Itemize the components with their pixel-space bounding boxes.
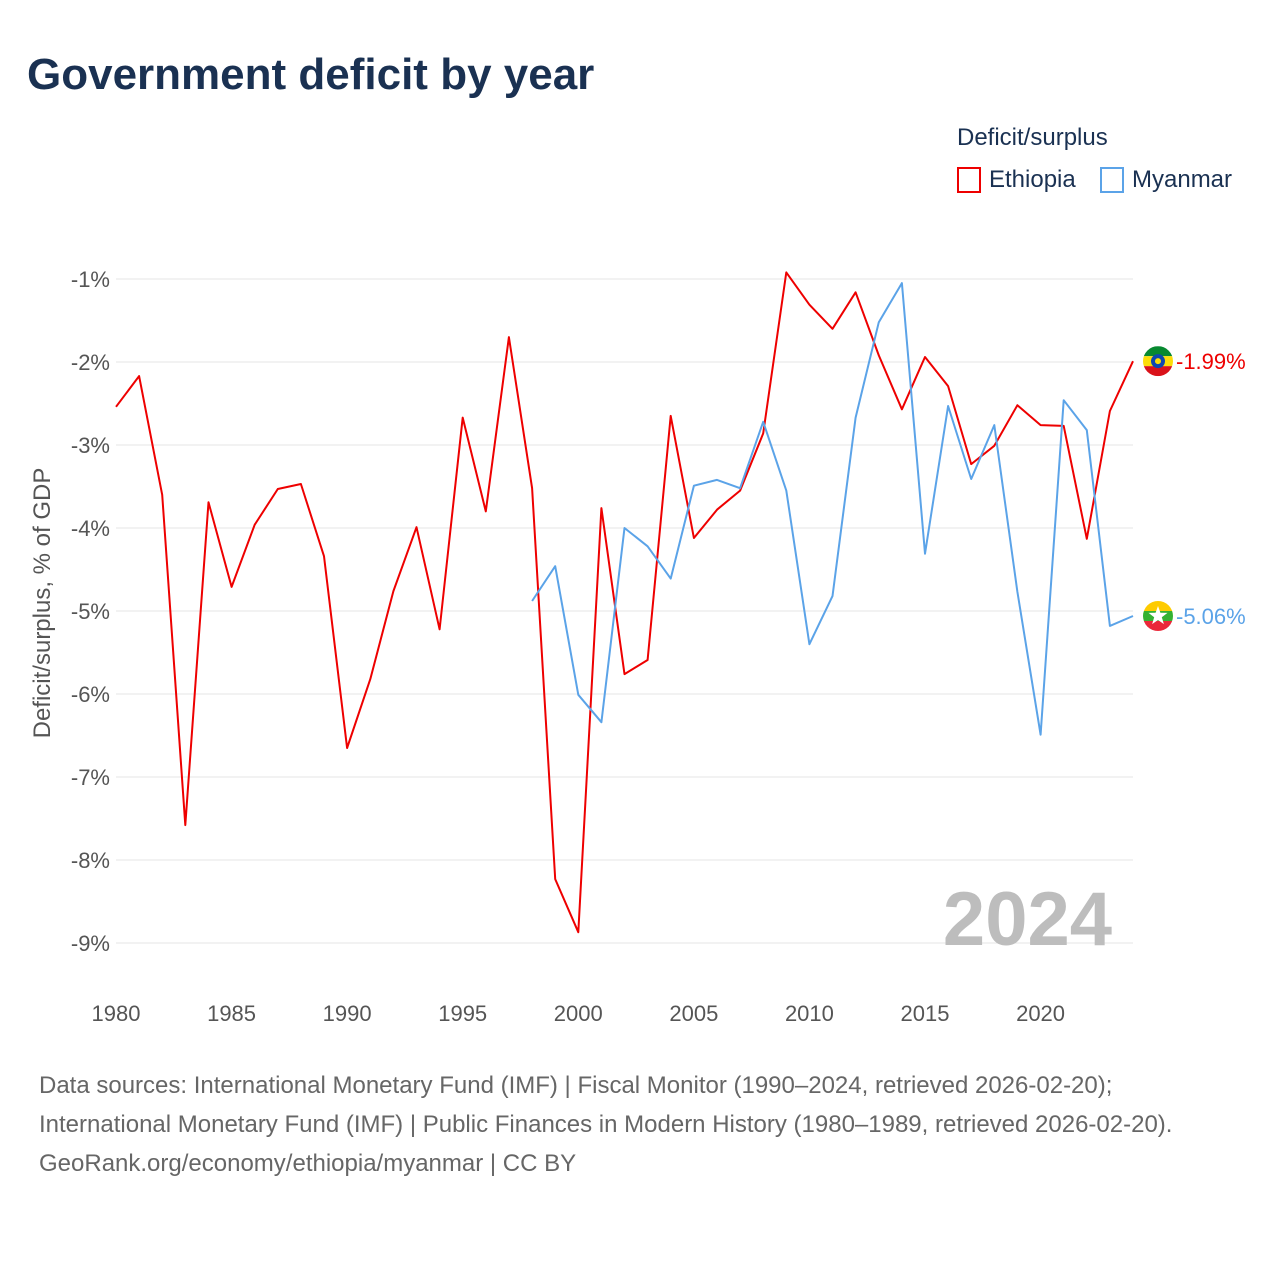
x-tick-label: 1990 — [323, 1001, 372, 1026]
legend-label: Myanmar — [1132, 166, 1233, 193]
legend-title: Deficit/surplus — [957, 124, 1108, 151]
footer: Data sources: International Monetary Fun… — [39, 1066, 1239, 1183]
series-line-ethiopia[interactable] — [115, 271, 1134, 934]
chart-title: Government deficit by year — [27, 50, 595, 99]
year-watermark: 2024 — [943, 877, 1112, 962]
series-line-myanmar[interactable] — [531, 282, 1134, 736]
legend-item-myanmar[interactable]: Myanmar — [1100, 166, 1232, 194]
y-axis-label: Deficit/surplus, % of GDP — [29, 468, 56, 739]
legend-swatch-ethiopia — [957, 167, 981, 193]
x-tick-label: 2020 — [1016, 1001, 1065, 1026]
y-tick-label: -8% — [71, 848, 110, 873]
data-sources: Data sources: International Monetary Fun… — [39, 1072, 1173, 1138]
y-tick-label: -9% — [71, 931, 110, 956]
y-tick-label: -4% — [71, 516, 110, 541]
myanmar-flag-icon — [1143, 600, 1173, 631]
end-value-label: -1.99% — [1176, 349, 1246, 374]
y-tick-label: -7% — [71, 765, 110, 790]
y-tick-label: -5% — [71, 599, 110, 624]
end-value-label: -5.06% — [1176, 604, 1246, 629]
x-tick-label: 2010 — [785, 1001, 834, 1026]
y-tick-label: -3% — [71, 433, 110, 458]
y-tick-label: -1% — [71, 267, 110, 292]
x-tick-label: 1995 — [438, 1001, 487, 1026]
credit-link[interactable]: GeoRank.org/economy/ethiopia/myanmar | C… — [39, 1150, 577, 1177]
y-tick-label: -6% — [71, 682, 110, 707]
x-tick-label: 2015 — [901, 1001, 950, 1026]
legend-swatch-myanmar — [1100, 167, 1124, 193]
x-tick-label: 2000 — [554, 1001, 603, 1026]
x-tick-label: 2005 — [669, 1001, 718, 1026]
x-tick-label: 1985 — [207, 1001, 256, 1026]
ethiopia-flag-icon — [1143, 346, 1173, 377]
y-tick-label: -2% — [71, 350, 110, 375]
legend-item-ethiopia[interactable]: Ethiopia — [957, 166, 1076, 194]
x-tick-label: 1980 — [92, 1001, 141, 1026]
line-chart: -1% -2% -3% -4% -5% -6% -7% -8% -9% 1980 1985 1990… — [29, 267, 1246, 1026]
legend-label: Ethiopia — [989, 166, 1076, 193]
